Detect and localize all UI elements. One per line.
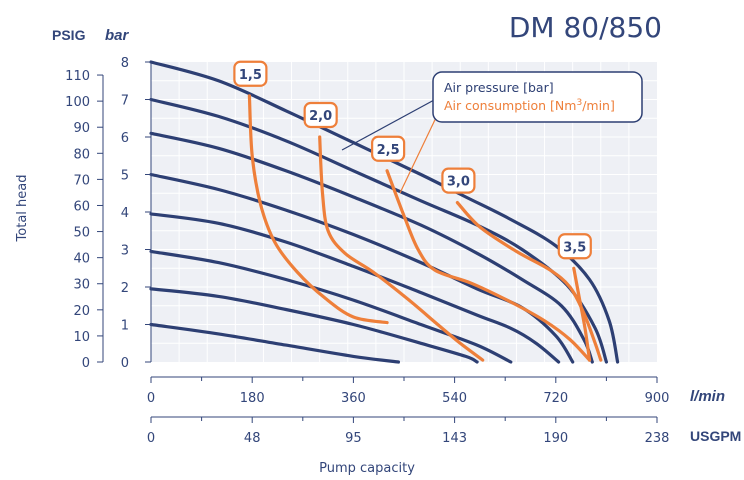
- usgpm-tick-label: 190: [543, 431, 568, 446]
- usgpm-tick-label: 0: [147, 431, 155, 446]
- consumption-curves: [247, 94, 603, 362]
- consumption-label-text: 1,5: [239, 68, 262, 83]
- pressure-curve: [149, 212, 561, 364]
- pressure-curve: [149, 287, 479, 364]
- lmin-tick-label: 900: [645, 391, 670, 406]
- pressure-curve: [149, 172, 575, 364]
- psi-tick-label: 100: [65, 95, 90, 110]
- consumption-label-box: [557, 233, 592, 260]
- bar-unit-label: bar: [105, 27, 130, 44]
- psi-tick-label: 110: [65, 69, 90, 84]
- bar-tick-label: 8: [121, 56, 129, 71]
- bar-tick-label: 2: [121, 281, 129, 296]
- pressure-curve: [149, 322, 400, 364]
- pressure-curves: [149, 60, 620, 364]
- y-axis-label: Total head: [15, 175, 30, 243]
- consumption-curve: [247, 94, 389, 325]
- psi-tick-label: 20: [73, 304, 90, 319]
- legend-pressure-leader: [341, 92, 448, 151]
- consumption-curve: [455, 201, 603, 362]
- psi-tick-label: 90: [73, 121, 90, 136]
- consumption-label-box: [303, 101, 338, 129]
- bar-tick-label: 3: [121, 244, 129, 259]
- pressure-curve: [149, 131, 594, 364]
- lmin-tick-label: 360: [341, 391, 366, 406]
- legend: Air pressure [bar] Air consumption [Nm3/…: [341, 71, 643, 194]
- consumption-curve: [572, 266, 592, 362]
- consumption-label-box: [441, 167, 476, 194]
- consumption-label: 2,5: [371, 135, 406, 162]
- lmin-tick-label: 720: [543, 391, 568, 406]
- consumption-label-box: [233, 60, 268, 87]
- legend-consumption-suffix: /min]: [582, 98, 615, 113]
- usgpm-tick-label: 95: [345, 431, 362, 446]
- consumption-labels: 1,5 2,0 2,5 3,0 3,5: [233, 60, 592, 260]
- lmin-tick-label: 540: [442, 391, 467, 406]
- legend-consumption-sup: 3: [576, 98, 582, 108]
- consumption-label-text: 3,5: [563, 240, 586, 255]
- consumption-label-text: 3,0: [447, 175, 470, 190]
- legend-consumption-prefix: Air consumption [Nm: [444, 98, 576, 113]
- legend-box: [432, 71, 643, 123]
- bar-tick-label: 7: [121, 94, 129, 109]
- lmin-tick-label: 180: [240, 391, 265, 406]
- consumption-curve: [318, 135, 485, 362]
- psi-tick-label: 30: [73, 278, 90, 293]
- psi-tick-label: 40: [73, 252, 90, 267]
- consumption-label: 3,5: [557, 233, 592, 260]
- consumption-label-text: 2,5: [377, 143, 400, 158]
- lmin-unit-label: l/min: [690, 388, 725, 405]
- legend-pressure-label: Air pressure [bar]: [444, 80, 554, 95]
- pressure-curve: [149, 60, 620, 364]
- bar-tick-label: 6: [121, 131, 129, 146]
- psi-tick-label: 0: [82, 356, 90, 371]
- psi-tick-label: 80: [73, 147, 90, 162]
- psi-tick-label: 50: [73, 226, 90, 241]
- psi-tick-label: 60: [73, 199, 90, 214]
- legend-consumption-label: Air consumption [Nm3/min]: [444, 98, 615, 113]
- pressure-curve: [149, 249, 513, 364]
- lmin-tick-label: 0: [147, 391, 155, 406]
- consumption-label: 3,0: [441, 167, 476, 194]
- bar-tick-label: 5: [121, 169, 129, 184]
- usgpm-tick-label: 48: [244, 431, 261, 446]
- bar-tick-label: 4: [121, 206, 129, 221]
- psi-unit-label: PSIG: [52, 27, 86, 43]
- chart-title: DM 80/850: [509, 11, 662, 44]
- bar-tick-label: 0: [121, 356, 129, 371]
- bar-tick-label: 1: [121, 319, 129, 334]
- consumption-label-text: 2,0: [309, 109, 332, 124]
- usgpm-unit-label: USGPM: [690, 428, 741, 444]
- usgpm-tick-label: 238: [645, 431, 670, 446]
- usgpm-tick-label: 143: [442, 431, 467, 446]
- psi-tick-label: 70: [73, 173, 90, 188]
- consumption-curve: [385, 169, 592, 362]
- consumption-label: 1,5: [233, 60, 268, 87]
- x-axis-label: Pump capacity: [319, 461, 415, 476]
- consumption-label-box: [371, 135, 406, 162]
- consumption-label: 2,0: [303, 101, 338, 129]
- psi-tick-label: 10: [73, 330, 90, 345]
